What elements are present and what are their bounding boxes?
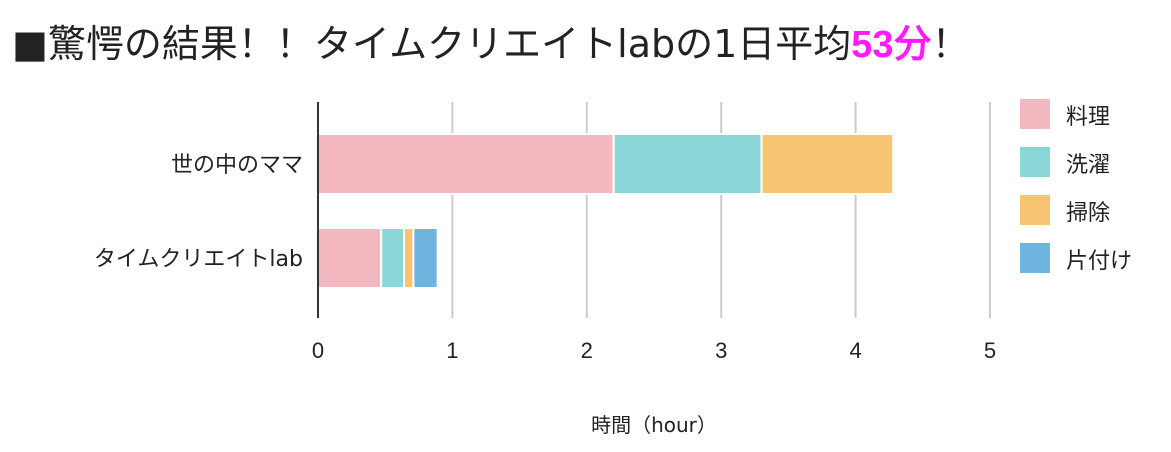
legend-label-3: 掃除 — [1066, 201, 1110, 226]
x-tick-label-0: 0 — [312, 338, 324, 363]
bar-segment-1-1 — [317, 133, 615, 195]
x-tick-label-4: 4 — [849, 338, 861, 363]
x-tick-label-2: 2 — [581, 338, 593, 363]
legend-swatch-2 — [1020, 147, 1050, 177]
headline-suffix: ！ — [931, 22, 970, 66]
bar-segment-2-1 — [317, 227, 383, 289]
bar-segment-2-4 — [412, 227, 439, 289]
legend-label-1: 料理 — [1066, 105, 1110, 130]
headline-highlight: 53分 — [851, 24, 932, 66]
legend-label-4: 片付け — [1066, 249, 1132, 274]
legend-swatch-3 — [1020, 195, 1050, 225]
headline-prefix: ■驚愕の結果！！タイムクリエイトlabの1日平均 — [12, 22, 852, 66]
legend-label-2: 洗濯 — [1066, 153, 1110, 178]
x-tick-label-3: 3 — [715, 338, 727, 363]
bar-segment-2-3 — [403, 227, 415, 289]
x-tick-label-1: 1 — [446, 338, 458, 363]
category-label-2: タイムクリエイトlab — [94, 247, 303, 272]
legend-swatch-4 — [1020, 243, 1050, 273]
bar-segment-2-2 — [380, 227, 406, 289]
category-label-1: 世の中のママ — [171, 153, 303, 178]
bar-segment-1-2 — [612, 133, 763, 195]
x-axis-label: 時間（hour） — [591, 413, 717, 437]
chart-headline: ■驚愕の結果！！タイムクリエイトlabの1日平均53分！ — [12, 16, 970, 73]
legend-swatch-1 — [1020, 99, 1050, 129]
x-tick-label-5: 5 — [984, 338, 996, 363]
bars — [317, 133, 895, 289]
bar-segment-1-3 — [760, 133, 895, 195]
